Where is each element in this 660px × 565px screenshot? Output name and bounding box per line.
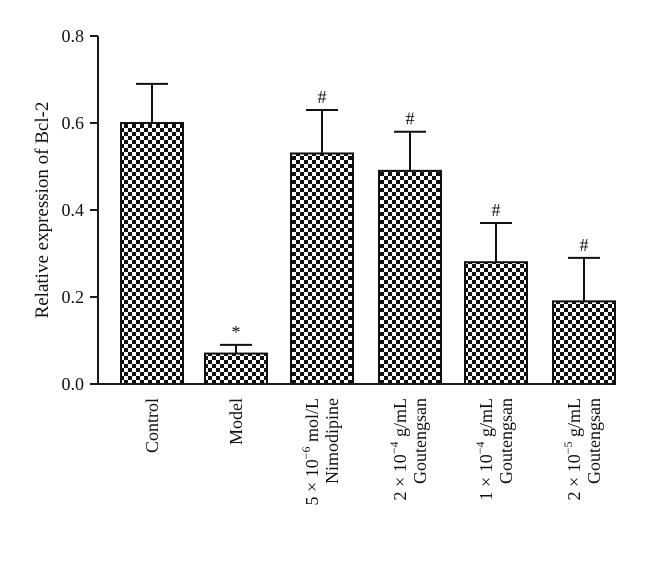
svg-text:2 × 10−5 g/mL: 2 × 10−5 g/mL	[561, 398, 584, 500]
bar	[552, 300, 616, 386]
error-bar	[394, 130, 426, 171]
svg-text:Model: Model	[226, 398, 246, 445]
y-axis-title: Relative expression of Bcl-2	[32, 102, 53, 319]
svg-text:5 × 10−6 mol/L: 5 × 10−6 mol/L	[299, 398, 322, 505]
significance-marker: #	[318, 87, 327, 107]
x-tick-label: Model	[226, 398, 246, 445]
x-tick-label: 1 × 10−4 g/mL Goutengsan	[473, 398, 516, 500]
significance-marker: #	[406, 109, 415, 129]
svg-text:Goutengsan: Goutengsan	[410, 398, 430, 484]
x-tick-label: 2 × 10−4 g/mL Goutengsan	[387, 398, 430, 500]
significance-marker: *	[232, 322, 241, 342]
bar	[464, 261, 528, 386]
significance-markers: * # # # #	[232, 87, 589, 342]
y-tick-label: 0.2	[62, 287, 85, 307]
x-axis-labels: Control Model 5 × 10−6 mol/L Nimodipine 2 × …	[142, 398, 604, 505]
error-bar	[136, 82, 168, 123]
error-bar	[480, 222, 512, 263]
y-tick-label: 0.8	[62, 26, 85, 46]
svg-text:Goutengsan: Goutengsan	[584, 398, 604, 484]
bar	[120, 122, 184, 385]
bars-group	[120, 122, 616, 386]
bar	[290, 152, 354, 385]
significance-marker: #	[492, 200, 501, 220]
svg-text:2 × 10−4 g/mL: 2 × 10−4 g/mL	[387, 398, 410, 500]
bar	[204, 352, 268, 385]
bar	[378, 169, 442, 385]
x-tick-label: Control	[142, 398, 162, 453]
svg-text:Control: Control	[142, 398, 162, 453]
error-bar	[568, 256, 600, 302]
x-tick-label: 5 × 10−6 mol/L Nimodipine	[299, 398, 342, 505]
error-bar	[220, 343, 252, 354]
y-axis-ticks: 0.0 0.2 0.4 0.6 0.8	[62, 26, 98, 394]
svg-text:Goutengsan: Goutengsan	[496, 398, 516, 484]
error-bar	[306, 108, 338, 154]
y-tick-label: 0.4	[62, 200, 85, 220]
error-bars-group	[136, 82, 600, 354]
y-tick-label: 0.6	[62, 113, 85, 133]
y-tick-label: 0.0	[62, 374, 85, 394]
x-tick-label: 2 × 10−5 g/mL Goutengsan	[561, 398, 604, 500]
svg-text:Nimodipine: Nimodipine	[322, 398, 342, 484]
svg-text:1 × 10−4 g/mL: 1 × 10−4 g/mL	[473, 398, 496, 500]
significance-marker: #	[580, 235, 589, 255]
